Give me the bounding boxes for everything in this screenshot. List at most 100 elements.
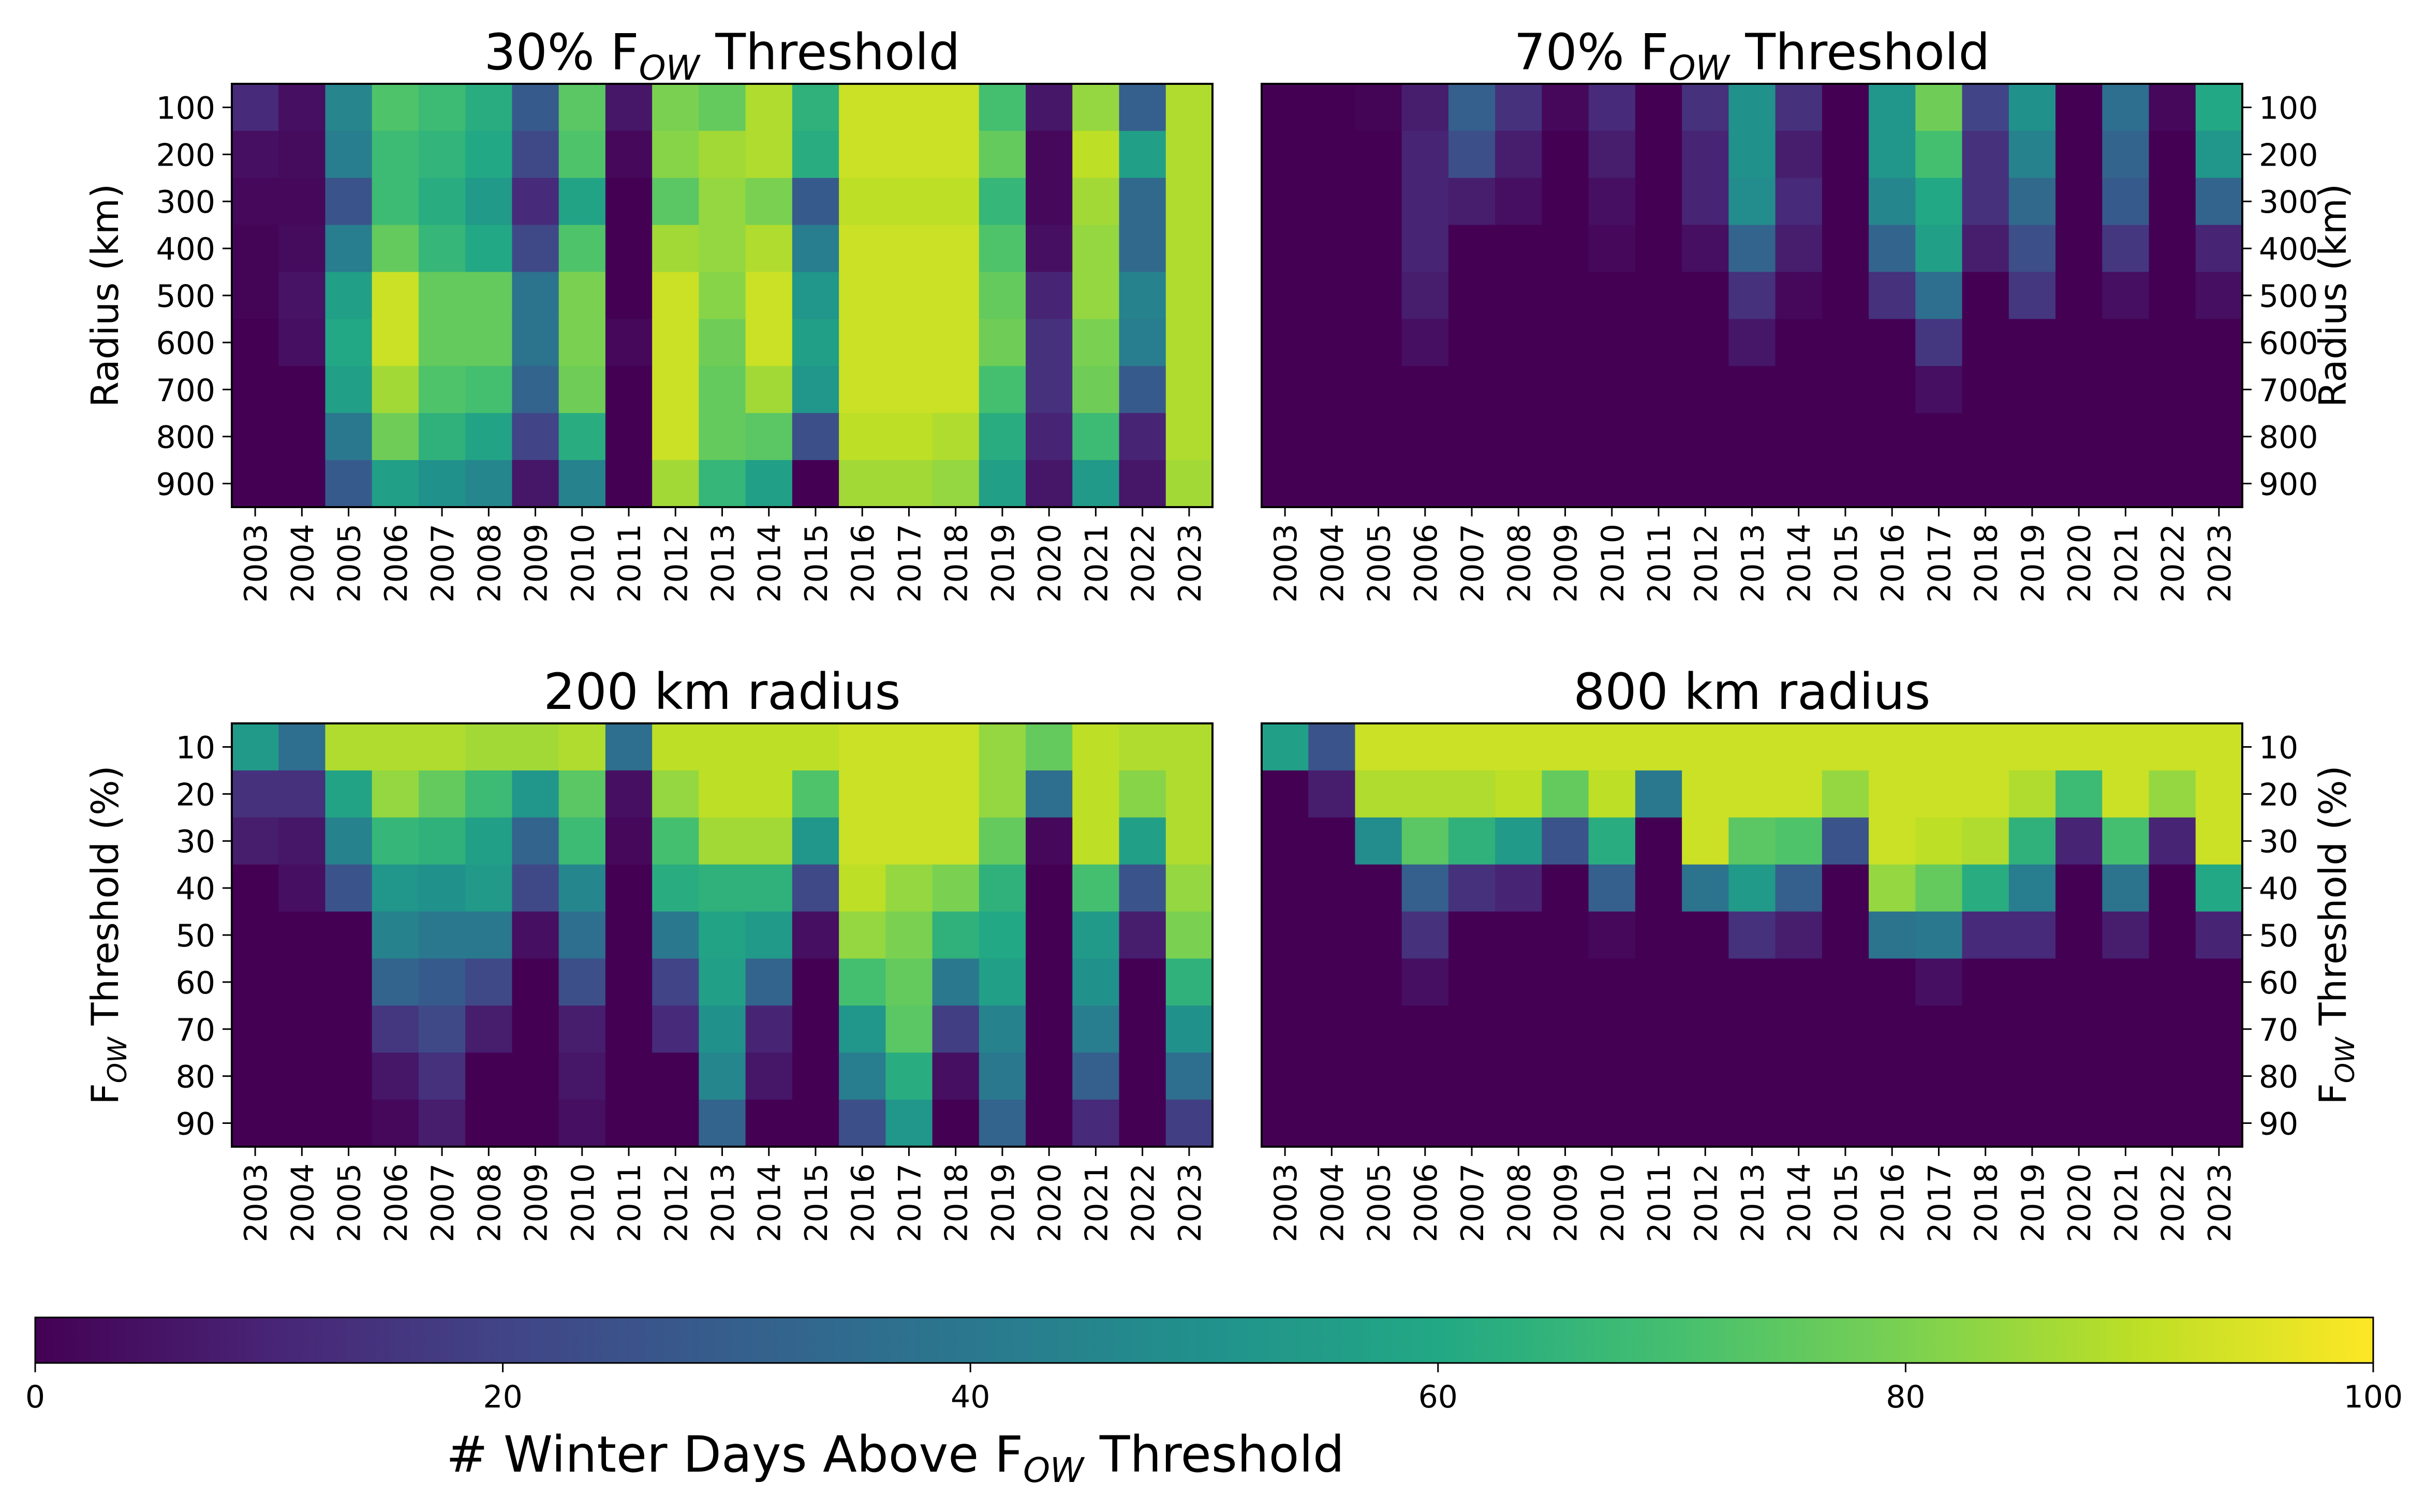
heatmap-cell	[1355, 460, 1402, 508]
heatmap-cell	[2102, 817, 2150, 865]
heatmap-cell	[1915, 460, 1963, 508]
heatmap-cell	[1165, 225, 1213, 273]
heatmap-cell	[1355, 84, 1402, 131]
heatmap-cell	[1728, 366, 1776, 414]
heatmap-cell	[1682, 272, 1729, 320]
heatmap-cell	[1682, 723, 1729, 771]
heatmap-cell	[839, 770, 886, 818]
heatmap-cell	[1262, 817, 1309, 865]
heatmap-cell	[1072, 770, 1120, 818]
heatmap-cell	[1915, 413, 1963, 461]
heatmap-cell	[979, 319, 1026, 367]
heatmap-cell	[1262, 1100, 1309, 1147]
heatmap-cell	[1822, 864, 1869, 912]
heatmap-cell	[745, 911, 793, 959]
heatmap-cell	[1542, 177, 1589, 226]
heatmap-cell	[2055, 413, 2103, 461]
heatmap-cell	[932, 177, 980, 226]
heatmap-cell	[465, 177, 513, 226]
heatmap-cell	[2102, 1100, 2150, 1147]
heatmap-cell	[1119, 319, 1166, 367]
x-tick-label: 2013	[1735, 524, 1771, 603]
heatmap-cell	[605, 911, 653, 959]
heatmap-cell	[979, 84, 1026, 131]
x-tick-label: 2012	[658, 524, 694, 603]
heatmap-cell	[1119, 770, 1166, 818]
x-tick-label: 2016	[845, 524, 881, 603]
heatmap-cell	[2102, 272, 2150, 320]
heatmap-cell	[932, 225, 980, 273]
heatmap-cell	[1915, 817, 1963, 865]
heatmap-cell	[1822, 130, 1869, 179]
heatmap-cell	[1165, 319, 1213, 367]
heatmap-cell	[1915, 723, 1963, 771]
heatmap-cell	[745, 1053, 793, 1100]
heatmap-cell	[932, 84, 980, 131]
heatmap-cell	[325, 319, 373, 367]
heatmap-cell	[2102, 958, 2150, 1006]
heatmap-cell	[1915, 1053, 1963, 1100]
heatmap-cell	[1308, 723, 1356, 771]
heatmap-cell	[1775, 1005, 1823, 1054]
heatmap-cell	[792, 1053, 839, 1100]
heatmap-cell	[1119, 723, 1166, 771]
heatmap-cell	[979, 1053, 1026, 1100]
heatmap-cell	[1728, 911, 1776, 959]
heatmap-cell	[2102, 1005, 2150, 1054]
heatmap-cell	[1775, 84, 1823, 131]
heatmap-cell	[1308, 413, 1356, 461]
heatmap-cell	[1635, 1100, 1682, 1147]
heatmap-cell	[885, 460, 933, 508]
heatmap-panel-70pct-threshold: 70% FOW Threshold 100 200 300 400 500 600 700 80…	[1261, 23, 2355, 603]
y-tick-label: 90	[176, 1106, 215, 1143]
heatmap-cell	[1165, 84, 1213, 131]
heatmap-cell	[1775, 817, 1823, 865]
heatmap-cell	[1401, 1053, 1449, 1100]
x-tick-label: 2021	[1078, 1163, 1115, 1242]
heatmap-cell	[1448, 319, 1496, 367]
heatmap-cell	[2195, 1053, 2243, 1100]
heatmap-cell	[325, 413, 373, 461]
heatmap-cell	[418, 413, 466, 461]
heatmap-cell	[1682, 1005, 1729, 1054]
heatmap-cell	[979, 817, 1026, 865]
heatmap-cell	[1119, 84, 1166, 131]
heatmap-cell	[1308, 460, 1356, 508]
heatmap-cell	[1822, 1100, 1869, 1147]
heatmap-cell	[2195, 958, 2243, 1006]
x-tick-label: 2023	[2202, 524, 2238, 603]
heatmap-cell	[2195, 84, 2243, 131]
x-tick-label: 2011	[1641, 1163, 1678, 1242]
heatmap-cell	[1026, 911, 1073, 959]
heatmap-cell	[1588, 84, 1636, 131]
x-tick-label: 2006	[1408, 524, 1444, 603]
heatmap-cell	[1262, 958, 1309, 1006]
heatmap-cell	[1119, 130, 1166, 179]
heatmap-cell	[2008, 864, 2056, 912]
heatmap-cell	[885, 723, 933, 771]
heatmap-cell	[2055, 817, 2103, 865]
heatmap-cell	[1401, 958, 1449, 1006]
heatmap-cell	[1401, 225, 1449, 273]
heatmap-cell	[792, 366, 839, 414]
heatmap-cell	[1542, 272, 1589, 320]
heatmap-cell	[512, 770, 559, 818]
y-tick-label: 60	[2259, 965, 2298, 1001]
x-tick-label: 2014	[1782, 1163, 1818, 1242]
heatmap-cell	[1869, 366, 1916, 414]
y-tick-label: 100	[2259, 90, 2318, 126]
heatmap-cell	[372, 817, 419, 865]
heatmap-cell	[932, 1005, 980, 1054]
heatmap-cell	[652, 864, 700, 912]
heatmap-cell	[885, 130, 933, 179]
y-axis-label: FOW Threshold (%)	[2311, 765, 2360, 1104]
heatmap-cell	[932, 911, 980, 959]
heatmap-cell	[699, 413, 746, 461]
heatmap-cell	[605, 319, 653, 367]
heatmap-cell	[278, 366, 326, 414]
y-tick-label: 10	[2259, 730, 2298, 766]
heatmap-cell	[465, 460, 513, 508]
heatmap-cell	[1869, 911, 1916, 959]
heatmap-cell	[1728, 460, 1776, 508]
heatmap-cell	[1262, 272, 1309, 320]
